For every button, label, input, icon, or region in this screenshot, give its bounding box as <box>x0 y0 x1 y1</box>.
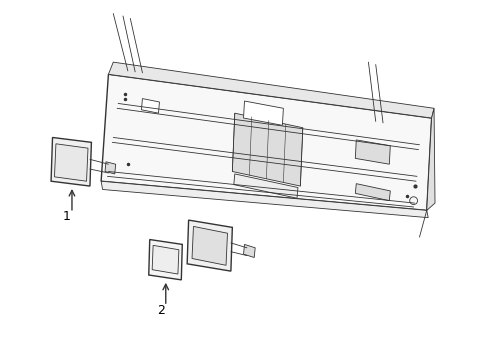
Polygon shape <box>105 162 116 174</box>
Polygon shape <box>355 184 389 201</box>
Polygon shape <box>101 181 427 218</box>
Text: 2: 2 <box>157 304 164 317</box>
Polygon shape <box>243 101 283 125</box>
Polygon shape <box>108 62 433 118</box>
Text: 1: 1 <box>62 210 70 223</box>
Polygon shape <box>233 174 297 198</box>
Polygon shape <box>355 140 389 164</box>
Polygon shape <box>243 244 255 257</box>
Polygon shape <box>148 239 182 280</box>
Polygon shape <box>101 74 431 210</box>
Polygon shape <box>51 138 91 186</box>
Polygon shape <box>187 220 232 271</box>
Polygon shape <box>232 113 302 186</box>
Polygon shape <box>54 144 88 181</box>
Polygon shape <box>141 99 159 113</box>
Polygon shape <box>192 226 227 265</box>
Polygon shape <box>426 108 434 210</box>
Polygon shape <box>152 246 179 274</box>
